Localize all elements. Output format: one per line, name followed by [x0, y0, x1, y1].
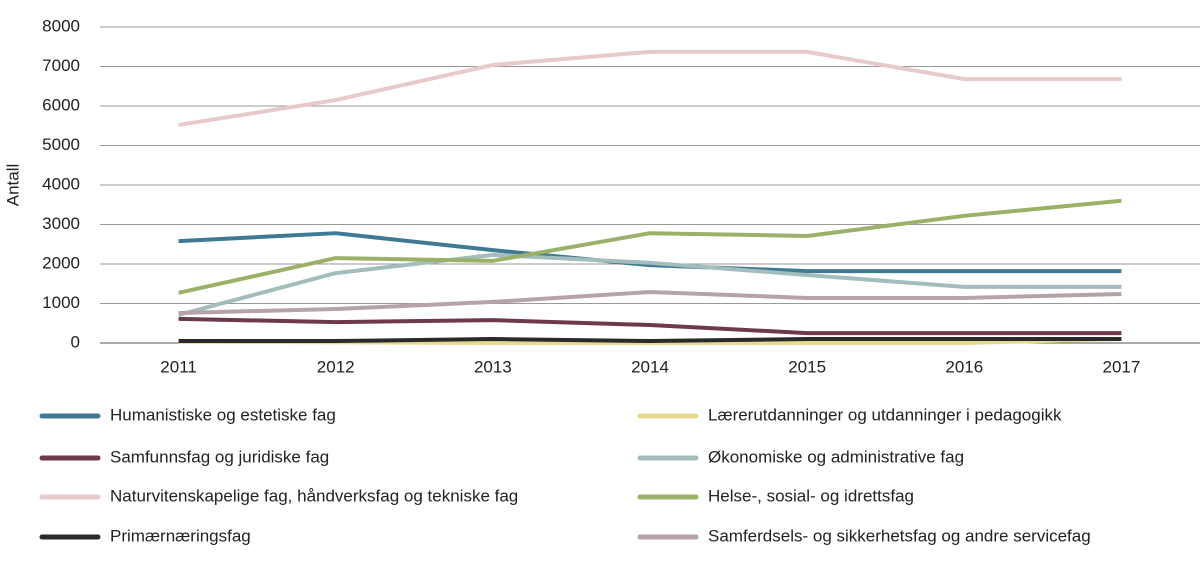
x-tick-label: 2016 [945, 357, 983, 376]
legend-label: Primærnæringsfag [110, 526, 251, 545]
x-tick-label: 2017 [1103, 357, 1141, 376]
series-line [178, 290, 1122, 315]
x-tick-label: 2014 [631, 357, 669, 376]
x-tick-label: 2012 [317, 357, 355, 376]
y-axis-label: Antall [3, 164, 22, 207]
y-tick-label: 1000 [42, 293, 80, 312]
legend-label: Humanistiske og estetiske fag [110, 405, 336, 424]
legend-label: Helse-, sosial- og idrettsfag [708, 486, 914, 505]
series-line [178, 231, 1122, 274]
y-tick-label: 3000 [42, 214, 80, 233]
y-tick-label: 5000 [42, 135, 80, 154]
y-tick-label: 4000 [42, 174, 80, 193]
legend-label: Lærerutdanninger og utdanninger i pedago… [708, 405, 1062, 424]
series-line [178, 252, 1122, 317]
legend-label: Naturvitenskapelige fag, håndverksfag og… [110, 486, 518, 505]
y-tick-label: 2000 [42, 253, 80, 272]
series-line [178, 198, 1122, 295]
legend-label: Økonomiske og administrative fag [708, 447, 964, 466]
x-tick-label: 2013 [474, 357, 512, 376]
y-tick-label: 7000 [42, 56, 80, 75]
legend-label: Samfunnsfag og juridiske fag [110, 447, 329, 466]
y-tick-label: 0 [71, 332, 80, 351]
series-line [178, 337, 1122, 344]
x-tick-label: 2015 [788, 357, 826, 376]
x-tick-label: 2011 [160, 357, 197, 376]
legend-label: Samferdsels- og sikkerhetsfag og andre s… [708, 526, 1091, 545]
series-line [178, 316, 1122, 336]
y-tick-label: 6000 [42, 95, 80, 114]
series-line [178, 49, 1122, 127]
y-tick-label: 8000 [42, 16, 80, 35]
